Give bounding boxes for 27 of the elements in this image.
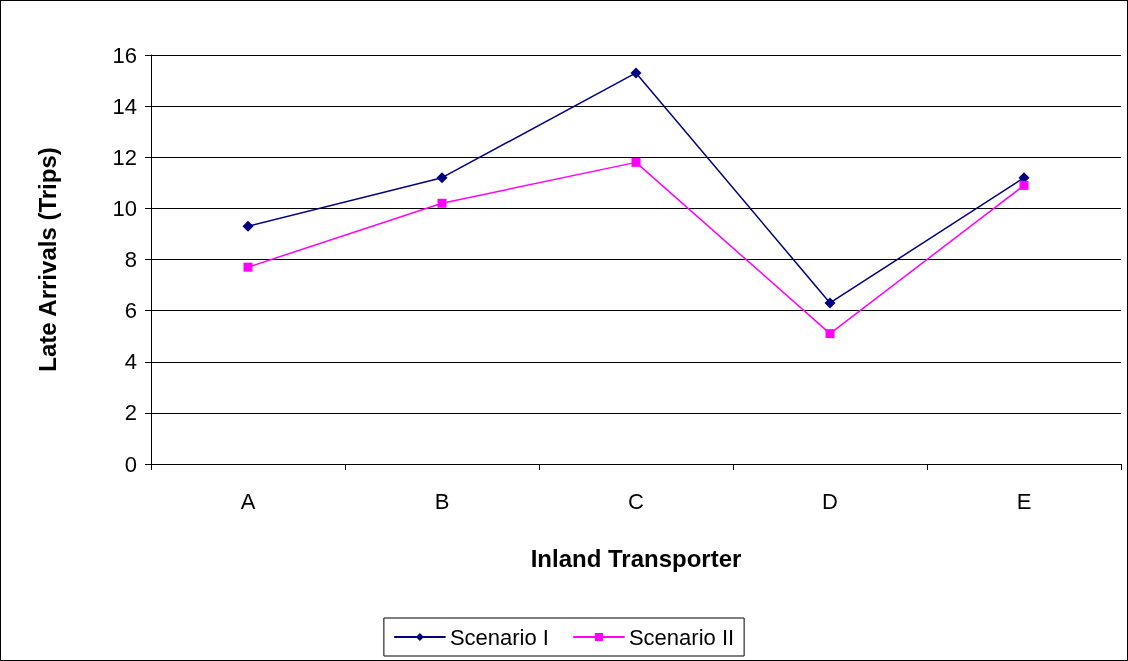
point [1019,180,1029,190]
y-tick-label: 6 [124,298,137,324]
y-tick-label: 10 [112,195,137,221]
point [824,297,836,309]
x-tick-label: B [434,488,450,514]
legend-label: Scenario II [628,624,735,650]
y-tick-label: 12 [112,144,137,170]
y-tick-label: 2 [124,400,137,426]
point [630,67,642,79]
x-tick-label: E [1016,488,1032,514]
point [825,329,835,339]
y-axis-title: Late Arrivals (Trips) [33,147,61,372]
point [437,198,447,208]
y-tick-label: 4 [124,349,137,375]
point [436,172,448,184]
point [631,157,641,167]
x-tick-label: C [628,488,645,514]
x-tick-label: D [822,488,838,514]
x-axis-title: Inland Transporter [530,544,742,572]
legend-label: Scenario I [449,624,549,650]
point [242,220,254,232]
x-tick-label: A [240,488,256,514]
y-tick-label: 16 [112,42,137,68]
point [243,262,253,272]
y-tick-label: 8 [124,247,137,272]
y-tick-label: 14 [112,93,137,119]
y-tick-label: 0 [124,451,137,477]
